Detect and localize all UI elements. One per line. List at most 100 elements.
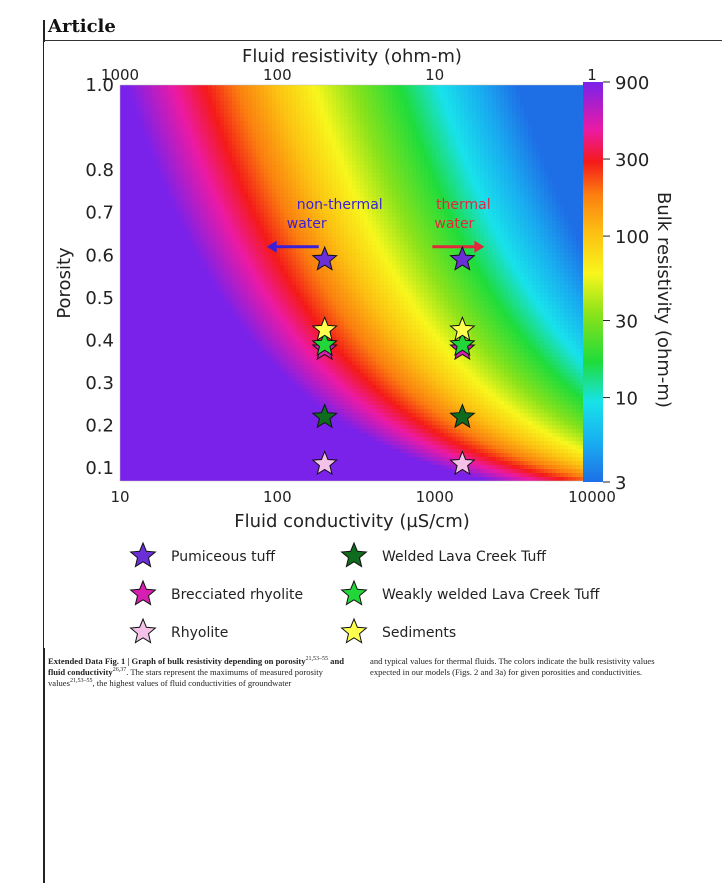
heatmap-cell [248, 201, 253, 206]
heatmap-cell [168, 441, 173, 446]
heatmap-cell [284, 117, 289, 122]
heatmap-cell [156, 173, 161, 178]
heatmap-cell [300, 445, 305, 450]
heatmap-cell [236, 229, 241, 234]
heatmap-cell [172, 357, 177, 362]
heatmap-cell [292, 133, 297, 138]
heatmap-cell [148, 157, 153, 162]
heatmap-cell [272, 429, 277, 434]
heatmap-cell [196, 117, 201, 122]
heatmap-cell [220, 253, 225, 258]
heatmap-cell [292, 181, 297, 186]
heatmap-cell [192, 197, 197, 202]
heatmap-cell [148, 113, 153, 118]
heatmap-cell [188, 97, 193, 102]
heatmap-cell [164, 109, 169, 114]
heatmap-cell [220, 93, 225, 98]
heatmap-cell [284, 313, 289, 318]
heatmap-cell [216, 141, 221, 146]
heatmap-cell [208, 425, 213, 430]
heatmap-cell [288, 97, 293, 102]
heatmap-cell [264, 205, 269, 210]
heatmap-cell [220, 185, 225, 190]
heatmap-cell [168, 389, 173, 394]
heatmap-cell [248, 217, 253, 222]
heatmap-cell [180, 321, 185, 326]
heatmap-cell [220, 145, 225, 150]
heatmap-cell [268, 289, 273, 294]
heatmap-cell [288, 377, 293, 382]
heatmap-cell [140, 465, 145, 470]
heatmap-cell [192, 477, 197, 481]
heatmap-cell [228, 465, 233, 470]
heatmap-cell [204, 265, 209, 270]
heatmap-cell [140, 361, 145, 366]
heatmap-cell [244, 241, 249, 246]
heatmap-cell [320, 233, 325, 238]
heatmap-cell [288, 385, 293, 390]
heatmap-cell [196, 345, 201, 350]
heatmap-cell [196, 473, 201, 478]
heatmap-cell [176, 449, 181, 454]
heatmap-cell [204, 137, 209, 142]
heatmap-cell [212, 317, 217, 322]
heatmap-cell [252, 109, 257, 114]
heatmap-cell [144, 425, 149, 430]
heatmap-cell [220, 149, 225, 154]
heatmap-cell [236, 345, 241, 350]
heatmap-cell [316, 385, 321, 390]
heatmap-cell [224, 301, 229, 306]
heatmap-cell [164, 181, 169, 186]
heatmap-cell [212, 413, 217, 418]
heatmap-cell [144, 365, 149, 370]
heatmap-cell [204, 209, 209, 214]
heatmap-cell [164, 477, 169, 481]
heatmap-cell [152, 225, 157, 230]
heatmap-cell [248, 477, 253, 481]
heatmap-cell [312, 353, 317, 358]
heatmap-cell [120, 341, 125, 346]
heatmap-cell [308, 417, 313, 422]
heatmap-cell [200, 153, 205, 158]
heatmap-cell [120, 317, 125, 322]
heatmap-cell [160, 477, 165, 481]
heatmap-cell [164, 253, 169, 258]
heatmap-cell [216, 197, 221, 202]
heatmap-cell [244, 193, 249, 198]
heatmap-cell [124, 253, 129, 258]
heatmap-cell [172, 465, 177, 470]
heatmap-cell [240, 365, 245, 370]
heatmap-cell [188, 313, 193, 318]
heatmap-cell [256, 381, 261, 386]
heatmap-cell [124, 393, 129, 398]
heatmap-cell [232, 273, 237, 278]
heatmap-cell [280, 477, 285, 481]
heatmap-cell [292, 477, 297, 481]
heatmap-cell [140, 161, 145, 166]
heatmap-cell [248, 429, 253, 434]
heatmap-cell [124, 297, 129, 302]
heatmap-cell [200, 469, 205, 474]
heatmap-cell [272, 401, 277, 406]
heatmap-cell [232, 185, 237, 190]
heatmap-cell [256, 305, 261, 310]
heatmap-cell [244, 181, 249, 186]
heatmap-cell [256, 93, 261, 98]
heatmap-cell [184, 405, 189, 410]
heatmap-cell [248, 193, 253, 198]
heatmap-cell [240, 293, 245, 298]
heatmap-cell [136, 93, 141, 98]
heatmap-cell [304, 249, 309, 254]
heatmap-cell [236, 121, 241, 126]
heatmap-cell [292, 381, 297, 386]
heatmap-cell [140, 125, 145, 130]
heatmap-cell [124, 85, 129, 90]
heatmap-cell [296, 397, 301, 402]
heatmap-cell [128, 309, 133, 314]
heatmap-cell [240, 453, 245, 458]
heatmap-cell [124, 453, 129, 458]
heatmap-cell [236, 461, 241, 466]
heatmap-cell [176, 89, 181, 94]
heatmap-cell [272, 217, 277, 222]
heatmap-cell [204, 105, 209, 110]
